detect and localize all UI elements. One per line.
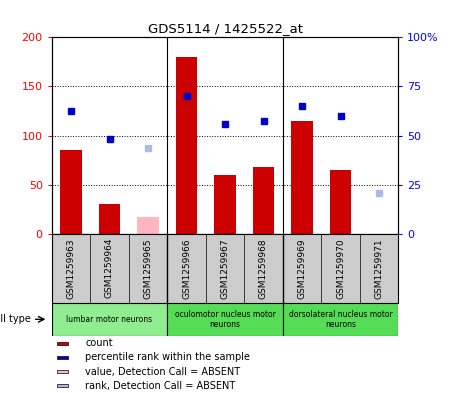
Text: GSM1259968: GSM1259968: [259, 238, 268, 299]
Text: percentile rank within the sample: percentile rank within the sample: [86, 353, 250, 362]
Text: lumbar motor neurons: lumbar motor neurons: [67, 315, 153, 324]
Bar: [57, 356, 68, 359]
Text: GSM1259965: GSM1259965: [144, 238, 153, 299]
Bar: [57, 370, 68, 373]
Bar: [57, 342, 68, 345]
Text: GSM1259966: GSM1259966: [182, 238, 191, 299]
Title: GDS5114 / 1425522_at: GDS5114 / 1425522_at: [148, 22, 302, 35]
Text: cell type: cell type: [0, 314, 31, 324]
Text: GSM1259967: GSM1259967: [220, 238, 230, 299]
Text: count: count: [86, 338, 113, 348]
Bar: [330, 170, 351, 234]
Text: value, Detection Call = ABSENT: value, Detection Call = ABSENT: [86, 367, 241, 376]
Bar: [176, 57, 197, 234]
Bar: [292, 121, 313, 234]
Text: GSM1259963: GSM1259963: [67, 238, 76, 299]
Text: dorsolateral nucleus motor
neurons: dorsolateral nucleus motor neurons: [288, 310, 392, 329]
Text: GSM1259964: GSM1259964: [105, 238, 114, 298]
Text: GSM1259971: GSM1259971: [374, 238, 383, 299]
Bar: [253, 167, 274, 234]
Bar: [137, 217, 158, 234]
Bar: [60, 150, 81, 234]
Text: oculomotor nucleus motor
neurons: oculomotor nucleus motor neurons: [175, 310, 275, 329]
Bar: [52, 303, 167, 336]
Bar: [167, 303, 283, 336]
Bar: [99, 204, 120, 234]
Bar: [214, 175, 236, 234]
Text: rank, Detection Call = ABSENT: rank, Detection Call = ABSENT: [86, 381, 236, 391]
Text: GSM1259969: GSM1259969: [297, 238, 306, 299]
Text: GSM1259970: GSM1259970: [336, 238, 345, 299]
Bar: [283, 303, 398, 336]
Bar: [57, 384, 68, 387]
